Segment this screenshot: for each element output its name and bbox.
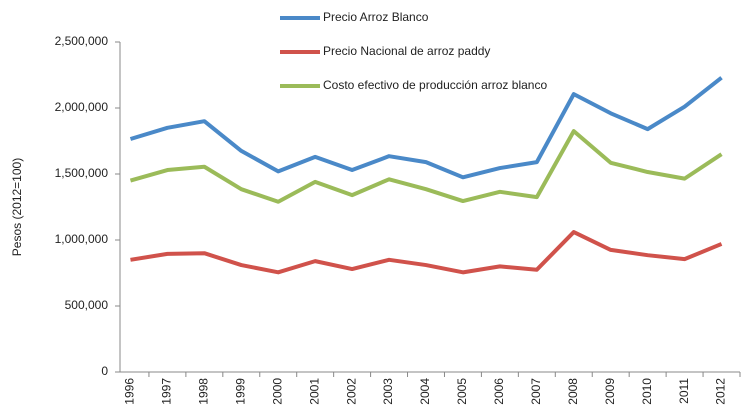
legend-label: Precio Nacional de arroz paddy — [323, 44, 490, 58]
y-tick-label: 500,000 — [65, 298, 109, 312]
x-tick-label: 2003 — [381, 378, 395, 405]
y-axis-label: Pesos (2012=100) — [10, 158, 24, 256]
series-line — [129, 76, 723, 180]
y-tick-label: 1,500,000 — [55, 166, 109, 180]
x-tick-label: 1996 — [123, 378, 137, 405]
y-tick-label: 0 — [101, 364, 108, 378]
x-tick-label: 2001 — [307, 378, 321, 405]
series-line — [129, 129, 723, 204]
x-tick-label: 2006 — [492, 378, 506, 405]
x-tick-label: 2004 — [418, 378, 432, 405]
x-tick-label: 2008 — [566, 378, 580, 405]
x-tick-label: 2009 — [603, 378, 617, 405]
x-tick-label: 2000 — [270, 378, 284, 405]
x-tick-label: 2002 — [344, 378, 358, 405]
legend-label: Costo efectivo de producción arroz blanc… — [323, 78, 547, 92]
x-tick-label: 1998 — [197, 378, 211, 405]
y-tick-label: 2,500,000 — [55, 34, 109, 48]
x-tick-label: 2012 — [714, 378, 728, 405]
x-tick-label: 2005 — [455, 378, 469, 405]
x-tick-label: 2010 — [640, 378, 654, 405]
x-tick-label: 2007 — [529, 378, 543, 405]
legend-label: Precio Arroz Blanco — [323, 10, 429, 24]
x-tick-label: 1997 — [160, 378, 174, 405]
y-tick-label: 1,000,000 — [55, 232, 109, 246]
x-tick-label: 2011 — [677, 378, 691, 404]
x-tick-label: 1999 — [233, 378, 247, 405]
y-tick-label: 2,000,000 — [55, 100, 109, 114]
series-line — [130, 230, 723, 275]
